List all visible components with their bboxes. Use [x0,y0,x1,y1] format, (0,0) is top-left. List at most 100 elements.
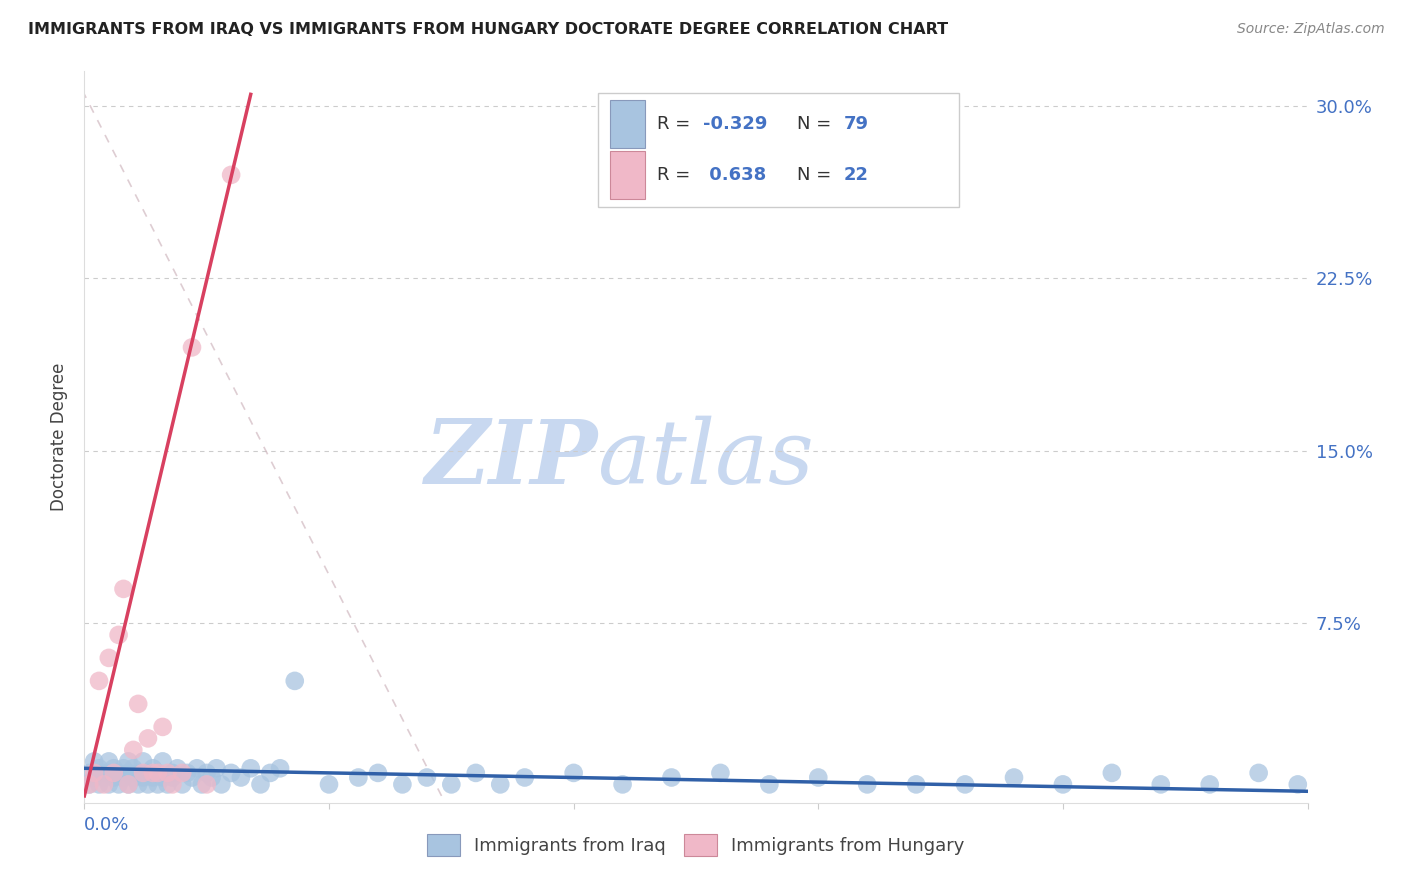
Point [112,761,135,775]
Point [249,777,271,791]
Point [181,340,204,354]
Point [807,771,830,785]
Text: IMMIGRANTS FROM IRAQ VS IMMIGRANTS FROM HUNGARY DOCTORATE DEGREE CORRELATION CHA: IMMIGRANTS FROM IRAQ VS IMMIGRANTS FROM … [28,22,948,37]
Point [142,771,165,785]
Point [127,765,149,780]
Point [347,771,370,785]
Point [87,673,110,688]
Point [166,761,188,775]
Text: Source: ZipAtlas.com: Source: ZipAtlas.com [1237,22,1385,37]
Point [1247,765,1270,780]
Point [83,765,105,780]
Point [122,771,145,785]
Point [219,168,242,182]
Point [1286,777,1309,791]
FancyBboxPatch shape [610,100,644,148]
Point [162,777,184,791]
Point [112,582,135,596]
Point [367,765,389,780]
Point [77,777,100,791]
Point [97,765,120,780]
Point [284,673,307,688]
Text: N =: N = [797,115,838,133]
Text: N =: N = [797,166,838,185]
Point [117,755,139,769]
Point [239,761,262,775]
Point [142,761,165,775]
Point [464,765,486,780]
Point [562,765,585,780]
Point [229,771,252,785]
Point [132,771,155,785]
Point [172,765,194,780]
Point [122,761,145,775]
Point [176,765,198,780]
Point [146,777,169,791]
Point [127,777,149,791]
Point [391,777,413,791]
Point [132,765,155,780]
Point [513,771,536,785]
Point [122,743,145,757]
Point [97,651,120,665]
Point [172,777,194,791]
Point [87,777,110,791]
Point [318,777,340,791]
Text: 79: 79 [844,115,869,133]
Point [612,777,634,791]
Point [709,765,731,780]
Point [87,761,110,775]
Point [259,765,281,780]
Point [146,765,169,780]
Point [191,777,214,791]
Point [83,771,105,785]
FancyBboxPatch shape [598,94,959,207]
Point [136,777,159,791]
Point [93,765,115,780]
Point [117,777,139,791]
Text: 22: 22 [844,166,869,185]
Point [83,755,105,769]
Point [200,771,222,785]
Point [416,771,439,785]
Text: 0.638: 0.638 [703,166,766,185]
Point [156,777,179,791]
Point [152,720,174,734]
Point [440,777,463,791]
Legend: Immigrants from Iraq, Immigrants from Hungary: Immigrants from Iraq, Immigrants from Hu… [420,827,972,863]
Point [103,761,125,775]
Point [1150,777,1173,791]
Point [1198,777,1220,791]
Text: -0.329: -0.329 [703,115,768,133]
Point [107,628,129,642]
Text: atlas: atlas [598,416,814,502]
Point [489,777,512,791]
Text: 0.0%: 0.0% [84,816,129,834]
Point [136,731,159,746]
Point [77,777,100,791]
Text: ZIP: ZIP [425,416,598,502]
Point [186,761,208,775]
Point [205,761,228,775]
Point [1101,765,1123,780]
Point [953,777,976,791]
Point [758,777,780,791]
Text: R =: R = [657,115,696,133]
Point [905,777,928,791]
Point [152,771,174,785]
Point [77,765,100,780]
Point [136,765,159,780]
Point [1002,771,1025,785]
Point [132,755,155,769]
Point [117,765,139,780]
FancyBboxPatch shape [610,152,644,199]
Point [107,765,129,780]
Point [181,771,204,785]
Point [1052,777,1074,791]
Point [97,755,120,769]
Point [103,771,125,785]
Y-axis label: Doctorate Degree: Doctorate Degree [51,363,69,511]
Point [152,755,174,769]
Point [661,771,683,785]
Point [195,765,218,780]
